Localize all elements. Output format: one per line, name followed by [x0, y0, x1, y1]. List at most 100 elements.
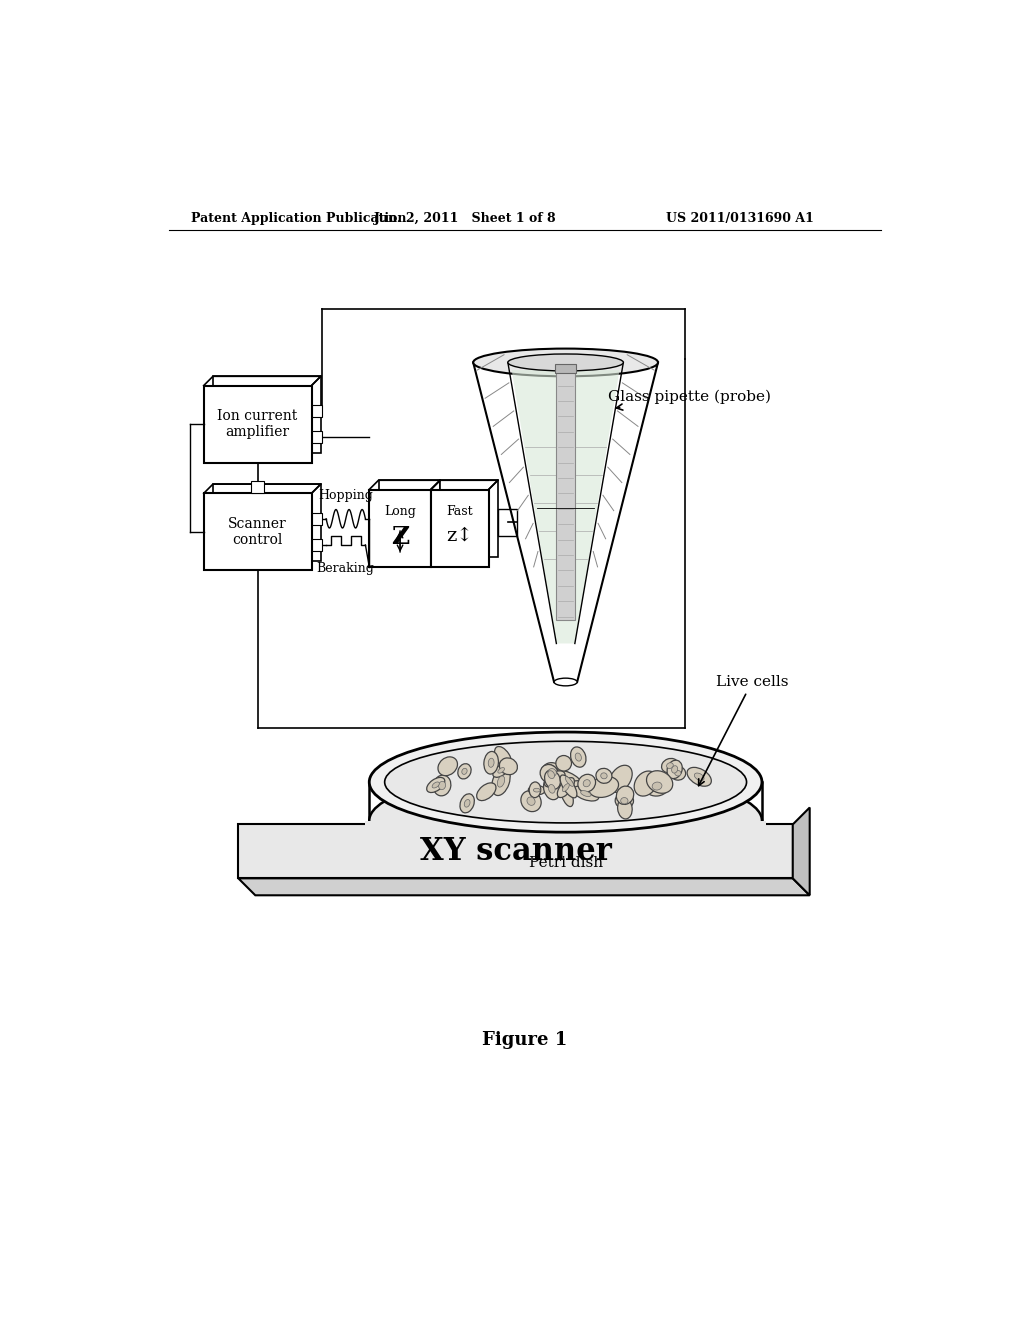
Ellipse shape [521, 791, 541, 812]
Ellipse shape [589, 776, 618, 797]
Ellipse shape [458, 764, 471, 779]
Bar [204, 494, 311, 570]
Ellipse shape [596, 768, 612, 783]
Ellipse shape [508, 354, 624, 371]
Ellipse shape [432, 781, 439, 788]
Text: Fast: Fast [446, 504, 473, 517]
Ellipse shape [545, 770, 560, 789]
Ellipse shape [473, 348, 658, 376]
Ellipse shape [370, 733, 762, 832]
Text: Z: Z [391, 525, 410, 549]
Ellipse shape [438, 756, 458, 776]
Text: Scanner
control: Scanner control [228, 516, 287, 546]
Ellipse shape [578, 775, 596, 792]
Bar [440, 480, 498, 557]
Ellipse shape [542, 763, 562, 783]
Ellipse shape [493, 763, 510, 777]
Ellipse shape [559, 770, 580, 793]
Ellipse shape [540, 764, 558, 783]
Bar [379, 480, 440, 557]
Ellipse shape [476, 783, 496, 801]
Ellipse shape [438, 781, 445, 789]
Ellipse shape [634, 771, 657, 796]
Ellipse shape [617, 799, 632, 818]
Ellipse shape [462, 768, 467, 775]
Ellipse shape [554, 678, 578, 686]
Polygon shape [512, 370, 620, 644]
Text: z↕: z↕ [446, 527, 473, 545]
Bar [555, 364, 577, 374]
Ellipse shape [572, 787, 599, 801]
Ellipse shape [488, 758, 494, 767]
Text: Long: Long [384, 504, 416, 517]
Ellipse shape [562, 784, 569, 792]
Bar [311, 512, 323, 525]
Ellipse shape [543, 764, 559, 784]
Ellipse shape [608, 766, 632, 792]
Text: XY scanner: XY scanner [420, 836, 611, 867]
Text: Live cells: Live cells [698, 675, 788, 785]
Ellipse shape [552, 775, 569, 791]
Text: US 2011/0131690 A1: US 2011/0131690 A1 [666, 213, 814, 224]
Bar [252, 480, 264, 494]
Ellipse shape [621, 797, 628, 804]
Text: Petri dish: Petri dish [528, 855, 603, 870]
Ellipse shape [662, 759, 678, 772]
Ellipse shape [484, 751, 499, 774]
Ellipse shape [615, 793, 634, 809]
Ellipse shape [557, 777, 574, 797]
Ellipse shape [667, 763, 674, 768]
Ellipse shape [584, 780, 590, 787]
Text: Patent Application Publication: Patent Application Publication [190, 213, 407, 224]
Bar [311, 430, 323, 444]
Text: Hopping: Hopping [318, 490, 373, 502]
Text: Glass pipette (probe): Glass pipette (probe) [608, 389, 771, 411]
Ellipse shape [646, 771, 673, 793]
Polygon shape [793, 808, 810, 895]
Ellipse shape [670, 766, 686, 780]
Text: Ion current
amplifier: Ion current amplifier [217, 409, 298, 440]
Bar [213, 376, 321, 453]
Ellipse shape [529, 781, 541, 797]
Ellipse shape [498, 776, 505, 787]
Ellipse shape [527, 797, 536, 805]
Ellipse shape [548, 768, 556, 776]
Ellipse shape [687, 767, 712, 787]
Ellipse shape [667, 760, 682, 779]
Ellipse shape [566, 780, 586, 796]
Ellipse shape [544, 777, 560, 800]
Ellipse shape [556, 755, 571, 771]
Bar [239, 825, 793, 878]
Ellipse shape [575, 752, 582, 762]
Ellipse shape [534, 788, 540, 792]
Text: Figure 1: Figure 1 [482, 1031, 567, 1049]
Ellipse shape [601, 772, 607, 779]
Ellipse shape [528, 785, 545, 795]
Ellipse shape [672, 766, 678, 774]
Bar [311, 539, 323, 552]
Ellipse shape [460, 793, 474, 813]
Ellipse shape [570, 747, 586, 767]
Text: Jun. 2, 2011   Sheet 1 of 8: Jun. 2, 2011 Sheet 1 of 8 [374, 213, 557, 224]
Polygon shape [239, 878, 810, 895]
Ellipse shape [500, 758, 517, 775]
Ellipse shape [560, 775, 577, 797]
Ellipse shape [675, 771, 681, 776]
Bar [431, 490, 488, 566]
Ellipse shape [492, 767, 510, 796]
Text: Beraking: Beraking [316, 561, 375, 574]
Bar [556, 370, 574, 620]
Ellipse shape [645, 776, 670, 796]
Ellipse shape [427, 777, 444, 792]
Bar [370, 490, 431, 566]
Bar [204, 385, 311, 462]
Ellipse shape [370, 771, 762, 871]
Ellipse shape [560, 783, 573, 807]
Ellipse shape [385, 742, 746, 822]
Bar [366, 821, 766, 874]
Bar [498, 508, 517, 536]
Ellipse shape [565, 776, 573, 787]
Ellipse shape [581, 791, 591, 796]
Ellipse shape [549, 784, 555, 793]
Ellipse shape [556, 770, 581, 784]
